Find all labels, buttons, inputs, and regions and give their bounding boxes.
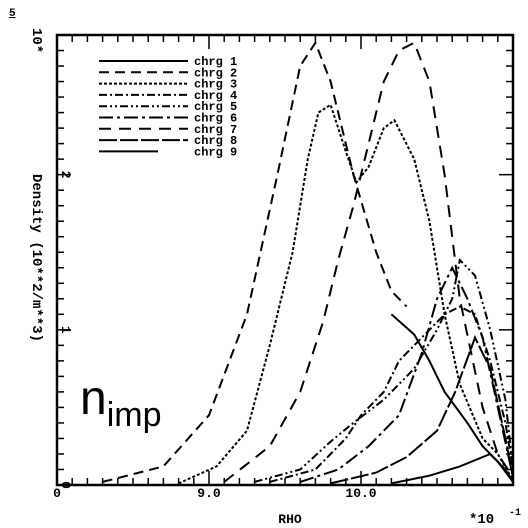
- series-line-7: [223, 41, 514, 483]
- y-tick-label: 2: [58, 171, 73, 179]
- annotation-main: n: [80, 372, 107, 425]
- legend-label-6: chrg 6: [194, 112, 237, 126]
- annotation-label: nimp: [80, 372, 162, 434]
- legend-label-7: chrg 7: [194, 123, 237, 137]
- tick-marks: [56, 34, 514, 486]
- series-line-4: [269, 305, 514, 483]
- x-tick-label: 0: [53, 486, 61, 501]
- legend-label-9: chrg 9: [194, 145, 237, 159]
- series-line-6: [299, 265, 514, 483]
- series-line-5: [254, 257, 514, 483]
- series-lines: [102, 40, 514, 485]
- y-multiplier-exponent: 5: [9, 8, 16, 20]
- x-axis-label: RHO: [278, 512, 302, 527]
- series-line-2: [102, 40, 408, 483]
- x-tick-label: 10.0: [345, 486, 376, 501]
- x-tick-label: 9.0: [197, 486, 221, 501]
- x-multiplier: *10: [469, 512, 494, 528]
- y-tick-label: 0: [58, 481, 73, 489]
- annotation-sub: imp: [107, 396, 162, 434]
- series-line-8: [330, 335, 514, 485]
- x-multiplier-exponent: -1: [509, 508, 521, 519]
- y-multiplier: 10*: [28, 28, 44, 53]
- legend-label-5: chrg 5: [194, 100, 237, 114]
- y-tick-label: 1: [58, 326, 73, 334]
- tick-labels: 0 9.0 10.0 0 1 2: [53, 171, 377, 501]
- legend-label-4: chrg 4: [194, 89, 237, 103]
- legend-label-2: chrg 2: [194, 66, 237, 80]
- legend-label-1: chrg 1: [194, 55, 237, 69]
- series-line-3: [178, 103, 514, 485]
- y-axis-label: Density (10**2/m**3): [28, 174, 44, 342]
- series-line-9: [391, 452, 514, 485]
- legend-label-8: chrg 8: [194, 134, 237, 148]
- legend-label-3: chrg 3: [194, 78, 237, 92]
